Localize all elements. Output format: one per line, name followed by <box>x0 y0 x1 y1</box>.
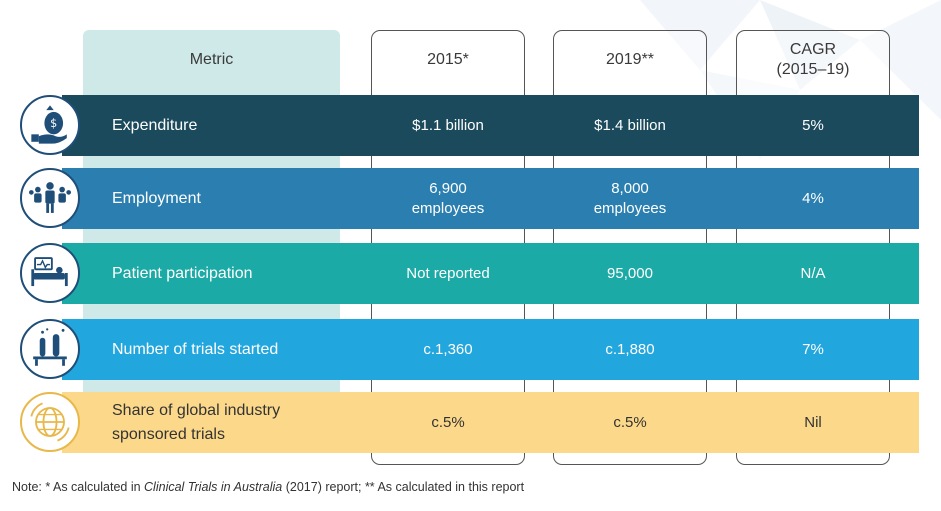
row-employment-band <box>62 168 919 229</box>
row-expenditure-cagr: 5% <box>802 116 824 134</box>
row-employment-2015: 6,900 employees <box>411 179 485 217</box>
row-employment-2019: 8,000 employees <box>593 179 667 217</box>
test-tubes-icon <box>20 319 80 379</box>
row-expenditure-2015: $1.1 billion <box>412 116 484 134</box>
footnote-report-title: Clinical Trials in Australia <box>144 480 283 494</box>
row-patient-band <box>62 243 919 304</box>
row-employment-label: Employment <box>112 189 201 207</box>
header-cagr: CAGR (2015–19) <box>776 41 850 78</box>
header-metric: Metric <box>189 51 234 68</box>
row-patient-2019: 95,000 <box>607 264 653 282</box>
row-share-2019: c.5% <box>613 413 647 431</box>
row-trials-band <box>62 319 919 380</box>
row-share-2015: c.5% <box>431 413 465 431</box>
row-share-band <box>62 392 919 453</box>
row-share-cagr: Nil <box>804 413 822 431</box>
people-group-icon <box>20 168 80 228</box>
svg-text:$: $ <box>50 117 57 130</box>
row-trials-label: Number of trials started <box>112 340 279 358</box>
row-patient-cagr: N/A <box>800 264 826 282</box>
footnote-suffix: (2017) report; ** As calculated in this … <box>282 480 525 494</box>
hospital-bed-icon <box>20 243 80 303</box>
footnote-prefix: Note: * As calculated in <box>12 480 145 494</box>
row-trials-cagr: 7% <box>802 340 824 358</box>
row-expenditure-label: Expenditure <box>112 116 198 134</box>
globe-icon <box>20 392 80 452</box>
row-employment-cagr: 4% <box>802 189 824 207</box>
row-patient-label: Patient participation <box>112 264 253 282</box>
row-expenditure-2019: $1.4 billion <box>594 116 666 134</box>
money-bag-hand-icon: $ <box>20 95 80 155</box>
row-trials-2019: c.1,880 <box>605 340 655 358</box>
header-2019: 2019** <box>605 51 655 68</box>
row-patient-2015: Not reported <box>406 264 490 282</box>
row-share-label: Share of global industry sponsored trial… <box>112 401 281 443</box>
footnote: Note: * As calculated in Clinical Trials… <box>12 480 524 494</box>
row-expenditure-band <box>62 95 919 156</box>
header-2015: 2015* <box>427 51 469 68</box>
row-trials-2015: c.1,360 <box>423 340 473 358</box>
